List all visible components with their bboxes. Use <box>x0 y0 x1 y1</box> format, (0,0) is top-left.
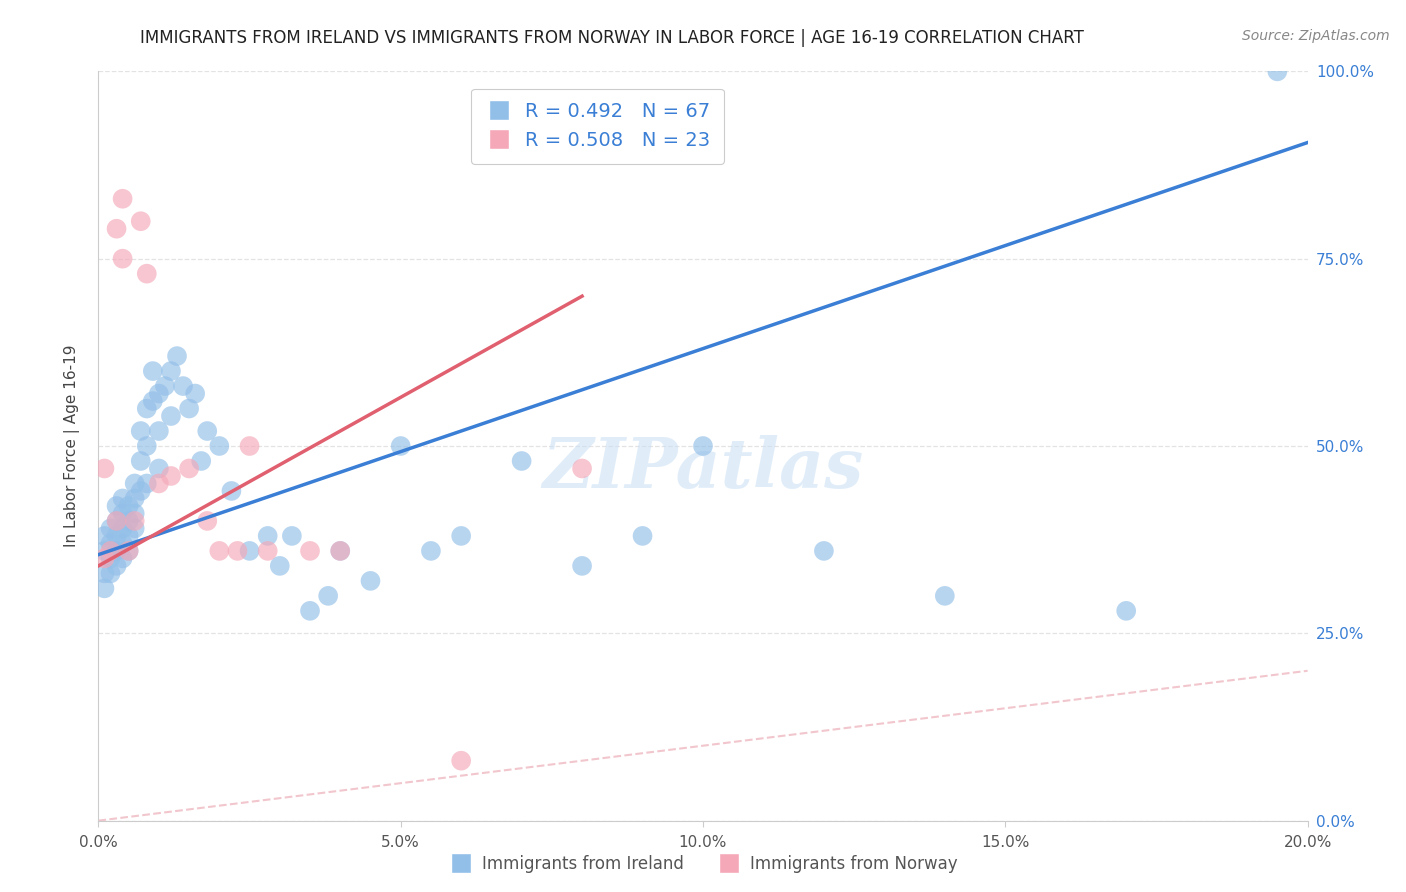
Point <box>299 604 322 618</box>
Point <box>153 379 176 393</box>
Point <box>93 566 115 581</box>
Point <box>105 221 128 235</box>
Point <box>179 461 201 475</box>
Point <box>172 379 194 393</box>
Point <box>118 499 141 513</box>
Point <box>111 252 134 266</box>
Point <box>221 483 243 498</box>
Point <box>100 536 122 550</box>
Point <box>329 544 352 558</box>
Point <box>184 386 207 401</box>
Point <box>93 529 115 543</box>
Point <box>142 394 165 409</box>
Point <box>571 558 593 573</box>
Point <box>316 589 339 603</box>
Text: Source: ZipAtlas.com: Source: ZipAtlas.com <box>1241 29 1389 43</box>
Point <box>100 551 122 566</box>
Point <box>299 544 322 558</box>
Point <box>148 476 170 491</box>
Point <box>450 529 472 543</box>
Point <box>124 521 146 535</box>
Point <box>934 589 956 603</box>
Point <box>148 424 170 438</box>
Point <box>105 529 128 543</box>
Point <box>142 364 165 378</box>
Point <box>124 491 146 506</box>
Point <box>111 192 134 206</box>
Point <box>93 582 115 596</box>
Point <box>166 349 188 363</box>
Point <box>813 544 835 558</box>
Point <box>118 529 141 543</box>
Point <box>208 439 231 453</box>
Point <box>100 566 122 581</box>
Point <box>111 536 134 550</box>
Point <box>360 574 382 588</box>
Point <box>329 544 352 558</box>
Point <box>692 439 714 453</box>
Point <box>135 267 157 281</box>
Point <box>111 507 134 521</box>
Point <box>93 551 115 566</box>
Point <box>179 401 201 416</box>
Point <box>129 424 152 438</box>
Point <box>135 439 157 453</box>
Point <box>190 454 212 468</box>
Point <box>93 461 115 475</box>
Legend: Immigrants from Ireland, Immigrants from Norway: Immigrants from Ireland, Immigrants from… <box>441 848 965 880</box>
Point <box>124 476 146 491</box>
Point <box>118 544 141 558</box>
Point <box>1267 64 1289 78</box>
Point <box>105 544 128 558</box>
Point <box>450 754 472 768</box>
Point <box>93 544 115 558</box>
Point <box>100 544 122 558</box>
Point <box>571 461 593 475</box>
Point <box>269 558 291 573</box>
Point <box>129 214 152 228</box>
Point <box>195 424 218 438</box>
Point <box>111 521 134 535</box>
Point <box>1115 604 1137 618</box>
Point <box>111 551 134 566</box>
Point <box>195 514 218 528</box>
Point <box>129 454 152 468</box>
Point <box>118 544 141 558</box>
Point <box>111 491 134 506</box>
Point <box>135 401 157 416</box>
Point <box>239 439 262 453</box>
Point <box>105 514 128 528</box>
Point <box>148 386 170 401</box>
Point <box>256 544 278 558</box>
Text: ZIPatlas: ZIPatlas <box>543 434 863 502</box>
Point <box>100 521 122 535</box>
Point <box>105 558 128 573</box>
Point <box>148 461 170 475</box>
Point <box>105 499 128 513</box>
Point <box>510 454 533 468</box>
Point <box>124 514 146 528</box>
Point <box>160 409 183 423</box>
Point <box>631 529 654 543</box>
Point <box>124 507 146 521</box>
Y-axis label: In Labor Force | Age 16-19: In Labor Force | Age 16-19 <box>63 344 80 548</box>
Text: IMMIGRANTS FROM IRELAND VS IMMIGRANTS FROM NORWAY IN LABOR FORCE | AGE 16-19 COR: IMMIGRANTS FROM IRELAND VS IMMIGRANTS FR… <box>139 29 1084 46</box>
Point <box>281 529 304 543</box>
Point <box>389 439 412 453</box>
Legend: R = 0.492   N = 67, R = 0.508   N = 23: R = 0.492 N = 67, R = 0.508 N = 23 <box>471 88 724 163</box>
Point <box>105 514 128 528</box>
Point <box>160 469 183 483</box>
Point <box>118 514 141 528</box>
Point <box>129 483 152 498</box>
Point <box>420 544 443 558</box>
Point <box>208 544 231 558</box>
Point <box>160 364 183 378</box>
Point <box>239 544 262 558</box>
Point <box>226 544 249 558</box>
Point <box>256 529 278 543</box>
Point <box>135 476 157 491</box>
